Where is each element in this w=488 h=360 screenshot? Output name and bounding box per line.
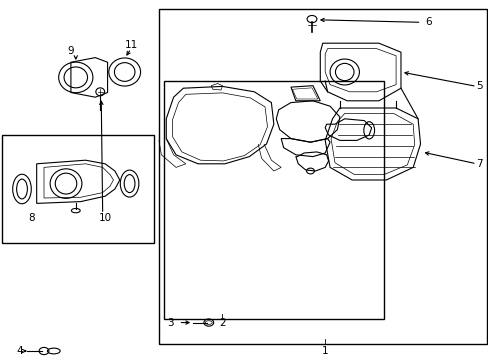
Text: 1: 1 (321, 346, 328, 356)
Text: 10: 10 (99, 213, 111, 223)
Text: 2: 2 (219, 318, 225, 328)
Text: 6: 6 (425, 17, 431, 27)
Text: 5: 5 (475, 81, 482, 91)
Text: 8: 8 (28, 213, 35, 223)
Text: 11: 11 (124, 40, 138, 50)
Text: 9: 9 (67, 46, 74, 56)
Text: 4: 4 (16, 346, 23, 356)
Text: 3: 3 (166, 318, 173, 328)
Text: 7: 7 (475, 159, 482, 169)
